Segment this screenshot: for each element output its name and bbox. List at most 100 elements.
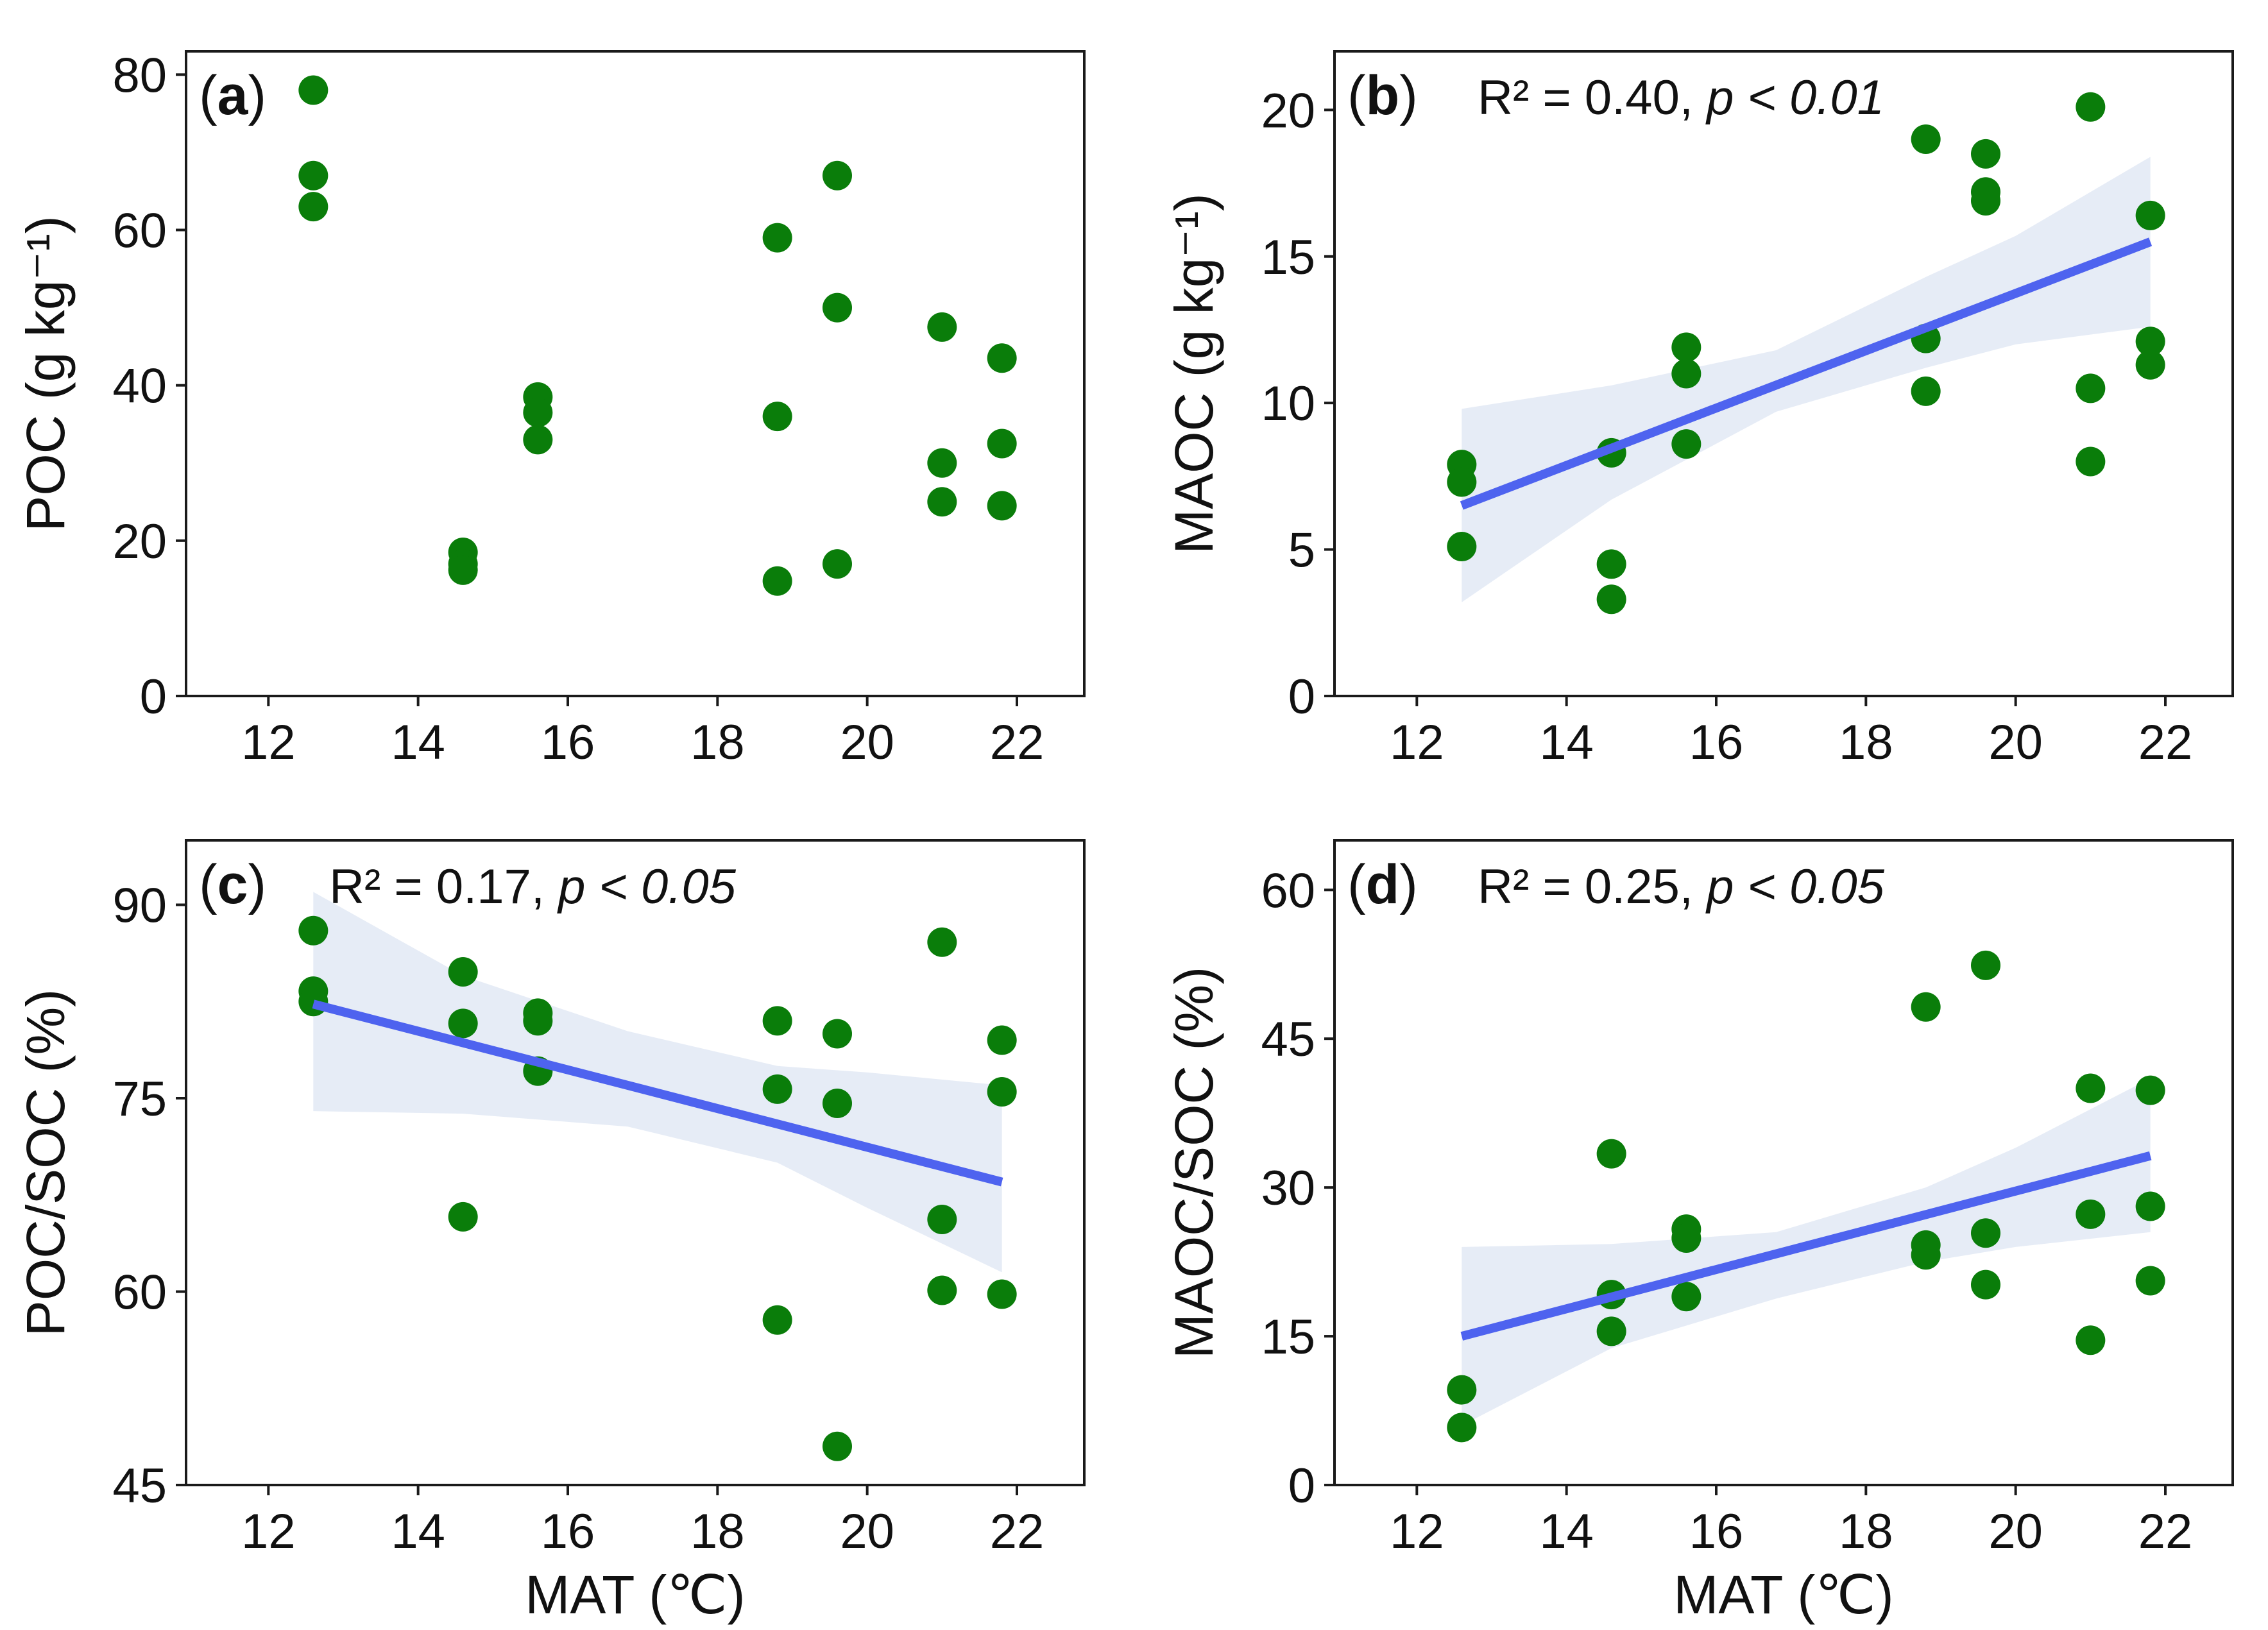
data-point	[1671, 1282, 1701, 1312]
data-point	[762, 566, 792, 596]
x-tick-label: 14	[391, 715, 445, 770]
data-point	[1971, 185, 2000, 216]
data-point	[1671, 359, 1701, 389]
data-point	[1911, 992, 1941, 1022]
y-axis-label: POC (g kg⁻¹)	[15, 216, 76, 531]
data-point	[448, 957, 478, 987]
r-squared-text: R² = 0.25,	[1478, 860, 1707, 914]
data-point	[448, 555, 478, 585]
data-point	[298, 160, 328, 191]
y-tick-label: 90	[112, 879, 167, 933]
data-point	[823, 1089, 852, 1119]
x-axis-label: MAT (℃)	[525, 1565, 745, 1625]
y-tick-label: 20	[1261, 83, 1315, 138]
data-point	[1971, 1269, 2000, 1300]
x-tick-label: 18	[1839, 1504, 1893, 1559]
data-point	[1971, 1218, 2000, 1248]
y-axis-label: MAOC/SOC (%)	[1164, 967, 1224, 1359]
regression-line	[1460, 237, 2153, 510]
x-tick-label: 20	[1988, 715, 2043, 770]
data-point	[2135, 1266, 2165, 1296]
data-point	[987, 491, 1017, 521]
data-point	[1447, 1375, 1477, 1405]
data-point	[298, 915, 328, 946]
r-squared-text: R² = 0.40,	[1478, 71, 1707, 125]
y-tick-label: 10	[1261, 377, 1315, 431]
data-point	[987, 1025, 1017, 1055]
confidence-band	[1462, 157, 2151, 602]
data-point	[927, 312, 957, 342]
data-point	[2135, 327, 2165, 357]
data-point	[762, 1305, 792, 1335]
data-point	[987, 1076, 1017, 1107]
y-tick-label: 0	[1288, 1459, 1315, 1513]
data-point	[2076, 373, 2106, 403]
data-point	[448, 1201, 478, 1232]
x-tick-label: 18	[690, 1504, 745, 1559]
y-tick-label: 60	[112, 1266, 167, 1320]
r-squared-text: R² = 0.17,	[329, 860, 558, 914]
data-point	[1911, 1240, 1941, 1270]
data-point	[2076, 1325, 2106, 1355]
x-tick-label: 22	[2138, 1504, 2193, 1559]
data-point	[823, 1019, 852, 1049]
regression-line	[312, 999, 1003, 1187]
panel-label: (d)	[1347, 854, 1418, 915]
data-point	[2076, 1199, 2106, 1229]
y-tick-label: 30	[1261, 1161, 1315, 1216]
y-tick-label: 75	[112, 1072, 167, 1126]
panel-label: (a)	[199, 65, 266, 126]
data-point	[1671, 332, 1701, 362]
data-point	[1911, 376, 1941, 406]
panel-a: 12 14 16 18 20 22 0 20 40 60 80 POC (g kg⁻¹) (a)	[15, 48, 1086, 770]
data-point	[2135, 200, 2165, 230]
x-tick-label: 20	[840, 715, 894, 770]
x-tick-label: 14	[391, 1504, 445, 1559]
stats-annotation: R² = 0.25, p < 0.05	[1478, 860, 1885, 914]
data-point	[523, 425, 553, 455]
data-point	[1971, 950, 2000, 980]
data-point	[762, 1074, 792, 1104]
data-point	[1671, 429, 1701, 459]
data-point	[927, 448, 957, 478]
x-tick-label: 22	[2138, 715, 2193, 770]
p-value-text: p < 0.05	[557, 860, 737, 914]
y-tick-label: 60	[1261, 863, 1315, 918]
x-tick-label: 18	[690, 715, 745, 770]
data-point	[762, 402, 792, 432]
data-point	[1447, 1413, 1477, 1443]
x-tick-label: 18	[1839, 715, 1893, 770]
y-tick-label: 20	[112, 514, 167, 569]
data-point	[1671, 1223, 1701, 1253]
data-point	[298, 987, 328, 1017]
data-point	[823, 549, 852, 579]
data-point	[987, 1279, 1017, 1309]
data-point	[298, 75, 328, 105]
x-tick-label: 12	[241, 1504, 296, 1559]
y-tick-label: 45	[112, 1459, 167, 1513]
p-value-text: p < 0.05	[1705, 860, 1885, 914]
data-point	[987, 343, 1017, 373]
data-point	[2135, 1075, 2165, 1105]
x-tick-label: 16	[541, 715, 595, 770]
x-tick-label: 22	[990, 1504, 1044, 1559]
y-axis-label: POC/SOC (%)	[15, 989, 76, 1336]
y-tick-label: 80	[112, 48, 167, 103]
panel-label: (c)	[199, 854, 266, 915]
y-tick-label: 40	[112, 359, 167, 414]
data-point	[2076, 1073, 2106, 1103]
data-point	[2076, 446, 2106, 477]
x-axis-label: MAT (℃)	[1673, 1565, 1893, 1625]
stats-annotation: R² = 0.17, p < 0.05	[329, 860, 737, 914]
data-point	[1596, 1316, 1626, 1346]
data-point	[762, 1006, 792, 1036]
x-tick-label: 12	[1390, 1504, 1444, 1559]
x-tick-label: 14	[1539, 715, 1594, 770]
stats-annotation: R² = 0.40, p < 0.01	[1478, 71, 1884, 125]
data-point	[1447, 467, 1477, 497]
x-tick-label: 16	[1689, 715, 1744, 770]
data-point	[1971, 139, 2000, 169]
x-tick-label: 16	[1689, 1504, 1744, 1559]
x-tick-label: 22	[990, 715, 1044, 770]
